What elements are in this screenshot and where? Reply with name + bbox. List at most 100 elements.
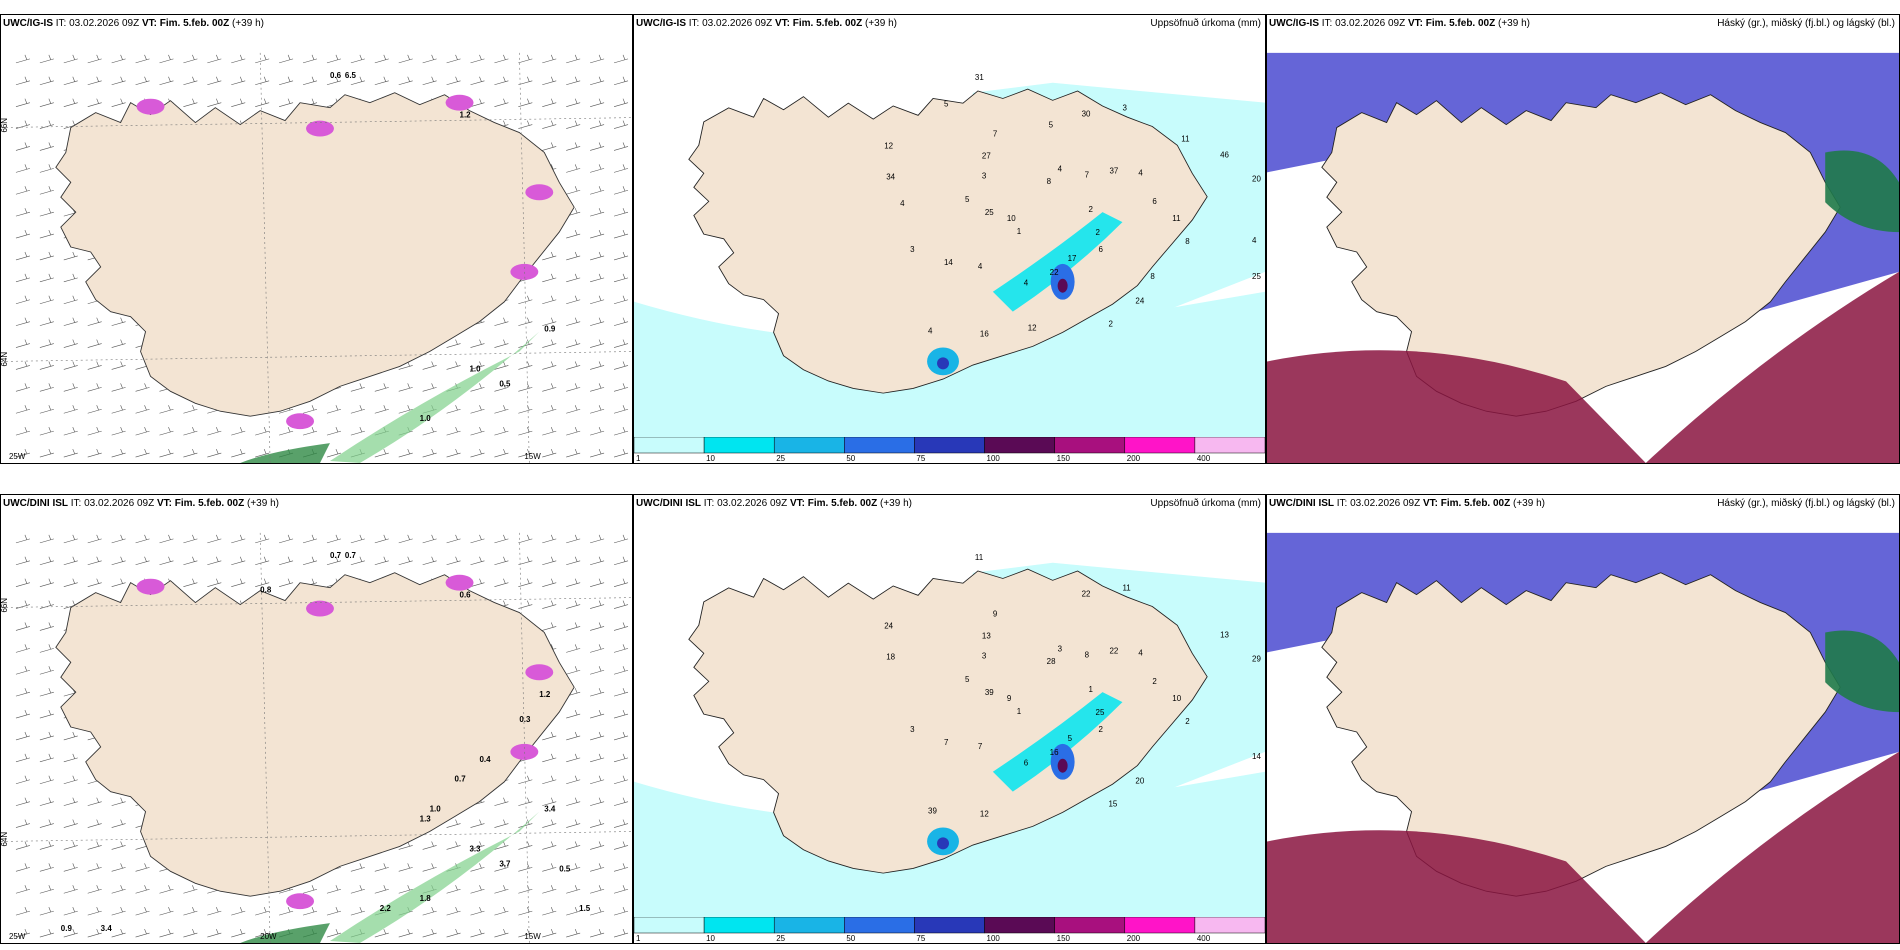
value-label: 0.6 bbox=[460, 591, 472, 600]
iceland-land bbox=[55, 572, 575, 897]
wind-barb bbox=[135, 885, 150, 894]
panel-header: UWC/IG-IS IT: 03.02.2026 09Z VT: Fim. 5.… bbox=[1269, 18, 1530, 29]
wind-barb bbox=[111, 361, 126, 370]
map-svg-6 bbox=[1267, 513, 1899, 943]
wind-barb bbox=[111, 317, 126, 326]
wind-barb bbox=[255, 907, 270, 916]
panel-6: UWC/DINI ISL IT: 03.02.2026 09Z VT: Fim.… bbox=[1266, 494, 1900, 944]
wind-barb bbox=[494, 841, 509, 850]
wind-barb bbox=[111, 448, 126, 458]
wind-barb bbox=[207, 556, 222, 566]
wind-barb bbox=[590, 54, 605, 64]
precip-value: 39 bbox=[928, 807, 937, 816]
colorbar-tick: 10 bbox=[706, 454, 715, 463]
wind-barb bbox=[15, 251, 30, 261]
wind-barb bbox=[613, 98, 629, 107]
panel-header: UWC/DINI ISL IT: 03.02.2026 09Z VT: Fim.… bbox=[3, 498, 279, 509]
precip-blob bbox=[445, 94, 474, 111]
wind-barb bbox=[159, 54, 174, 64]
precip-core bbox=[937, 837, 950, 850]
wind-barb bbox=[590, 731, 605, 741]
wind-barb bbox=[518, 534, 533, 544]
wind-barb bbox=[15, 142, 30, 151]
wind-barb bbox=[590, 142, 605, 151]
wind-barb bbox=[446, 76, 461, 86]
lon-line bbox=[519, 532, 530, 943]
wind-barb bbox=[518, 339, 533, 348]
wind-barb bbox=[542, 600, 557, 609]
wind-barb bbox=[39, 186, 54, 195]
wind-barb bbox=[350, 405, 365, 414]
wind-barb bbox=[39, 753, 54, 763]
wind-barb bbox=[590, 98, 605, 107]
wind-barb bbox=[63, 556, 78, 566]
wind-barb bbox=[542, 361, 557, 370]
wind-barb bbox=[87, 76, 102, 86]
wind-barb bbox=[590, 885, 605, 894]
wind-map: 66N 64N 25W 15W 0.6 6.5 1.2 0.9 1.0 0.5 1.0 bbox=[1, 33, 632, 463]
wind-barb bbox=[566, 841, 581, 850]
wind-barb bbox=[63, 841, 78, 850]
wind-barb bbox=[159, 928, 174, 938]
wind-barb bbox=[494, 448, 509, 458]
wind-barb bbox=[15, 448, 30, 458]
precip-value: 6 bbox=[1099, 245, 1104, 254]
wind-barb bbox=[494, 405, 509, 414]
precip-value: 9 bbox=[993, 609, 998, 618]
wind-barb bbox=[494, 578, 509, 587]
colorbar-tick: 400 bbox=[1197, 454, 1211, 463]
wind-barb bbox=[231, 578, 246, 587]
precip-value: 4 bbox=[1138, 648, 1143, 657]
wind-barb bbox=[613, 753, 629, 763]
panel-header: UWC/IG-IS IT: 03.02.2026 09Z VT: Fim. 5.… bbox=[636, 18, 897, 29]
colorbar-segment bbox=[844, 437, 915, 454]
wind-barb bbox=[518, 556, 533, 566]
precip-value: 2 bbox=[1096, 228, 1101, 237]
colorbar-tick: 50 bbox=[846, 934, 855, 943]
wind-barb bbox=[15, 622, 30, 631]
wind-barb bbox=[590, 164, 605, 173]
precip-blob bbox=[510, 263, 539, 280]
panel-1: UWC/IG-IS IT: 03.02.2026 09Z VT: Fim. 5.… bbox=[0, 14, 633, 464]
wind-barb bbox=[302, 885, 318, 894]
wind-barb bbox=[518, 405, 533, 414]
wind-barb bbox=[135, 534, 150, 544]
colorbar-tick: 75 bbox=[916, 454, 925, 463]
wind-barb bbox=[63, 273, 78, 283]
wind-barb bbox=[566, 928, 581, 938]
wind-barb bbox=[518, 317, 533, 326]
precip-value: 13 bbox=[982, 631, 991, 640]
lat-label: 66N bbox=[1, 118, 9, 133]
wind-barb bbox=[111, 534, 126, 544]
wind-barb bbox=[326, 405, 342, 414]
precip-value: 3 bbox=[910, 725, 915, 734]
wind-barb bbox=[326, 534, 342, 544]
wind-barb bbox=[590, 907, 605, 916]
wind-barb bbox=[63, 54, 78, 64]
wind-barb bbox=[494, 797, 509, 806]
precip-value: 24 bbox=[1135, 297, 1144, 306]
wind-barb bbox=[63, 753, 78, 763]
wind-barb bbox=[255, 556, 270, 566]
wind-barb bbox=[470, 885, 485, 894]
precip-value: 11 bbox=[1122, 584, 1131, 593]
wind-barb bbox=[63, 928, 78, 938]
wind-barb bbox=[470, 339, 485, 348]
wind-barb bbox=[494, 54, 509, 64]
map-layer bbox=[1267, 33, 1899, 463]
wind-barb bbox=[231, 427, 246, 436]
wind-barb bbox=[15, 753, 30, 763]
wind-barb bbox=[422, 76, 437, 86]
precip-value: 9 bbox=[1007, 694, 1012, 703]
precip-value: 8 bbox=[1185, 237, 1190, 246]
precip-value: 22 bbox=[1109, 646, 1118, 655]
wind-barb bbox=[590, 361, 605, 370]
colorbar-segment bbox=[844, 917, 915, 934]
wind-barb bbox=[63, 863, 78, 872]
wind-barb bbox=[39, 928, 54, 938]
wind-barb bbox=[302, 405, 318, 414]
lon-line bbox=[259, 532, 271, 943]
precip-value: 14 bbox=[944, 258, 953, 267]
colorbar-tick: 50 bbox=[846, 454, 855, 463]
panel-title: Háský (gr.), miðský (fj.bl.) og lágský (… bbox=[1717, 18, 1895, 29]
